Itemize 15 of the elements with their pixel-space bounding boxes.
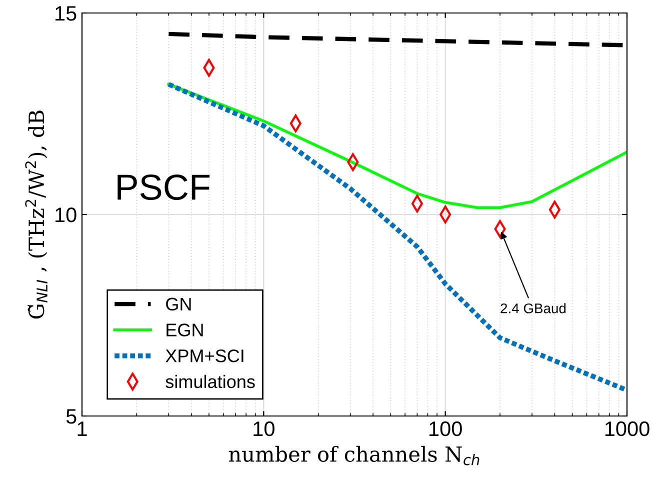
y-axis-title: G̃$_{NLI}$ , (THz$^{2}$/W$^{2}$), dB — [25, 110, 48, 319]
legend-label: GN — [166, 298, 191, 311]
x-tick-label: 1 — [78, 422, 87, 436]
annotation: 2.4 GBaud — [500, 303, 566, 314]
x-tick-label: 100 — [430, 421, 462, 436]
x-tick-label: 1000 — [605, 421, 650, 436]
x-tick-label: 10 — [254, 421, 274, 436]
y-tick-label: 10 — [56, 208, 76, 222]
x-axis-title: number of channels N$_{ch}$ — [228, 446, 480, 466]
legend-label: simulations — [166, 374, 255, 388]
y-tick-label: 15 — [56, 6, 76, 21]
annotation: PSCF — [118, 174, 210, 200]
legend-label: EGN — [166, 324, 203, 336]
legend-label: XPM+SCI — [166, 349, 244, 362]
y-tick-label: 5 — [66, 409, 76, 424]
